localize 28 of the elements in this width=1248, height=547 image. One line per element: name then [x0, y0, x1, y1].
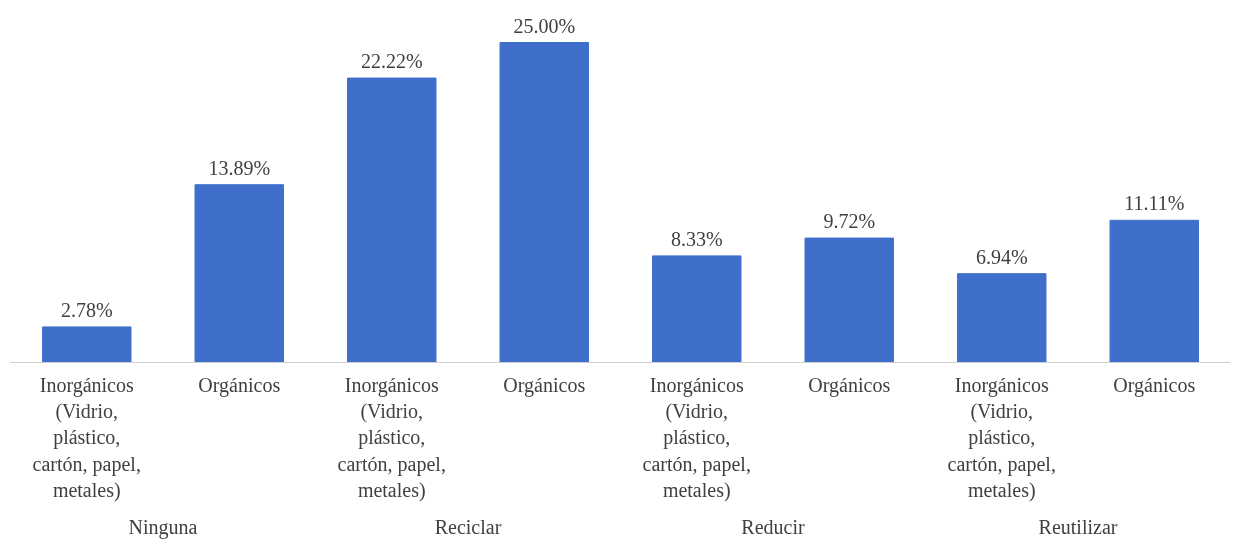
- x-tick-label: Orgánicos: [503, 373, 586, 397]
- bar: [42, 326, 132, 363]
- text: Reciclar: [434, 515, 502, 538]
- data-label: 25.00%: [513, 14, 576, 37]
- bar: [652, 255, 742, 363]
- x-tick-label: Orgánicos: [198, 373, 281, 397]
- x-tick-label: Inorgánicos (Vidrio, plástico, cartón, papel, metales): [642, 373, 751, 503]
- data-label: 8.33%: [670, 227, 723, 250]
- text: Reducir: [741, 515, 805, 538]
- data-label: 9.72%: [823, 210, 876, 233]
- text: Ninguna: [128, 515, 198, 539]
- data-label: 11.11%: [1124, 192, 1185, 215]
- bar: [499, 42, 589, 363]
- x-tick-label: Inorgánicos (Vidrio, plástico, cartón, papel, metales): [337, 373, 446, 503]
- data-label: 6.94%: [975, 245, 1028, 268]
- data-label: 2.78%: [60, 298, 113, 321]
- data-label: 22.22%: [360, 50, 423, 73]
- bar: [957, 273, 1047, 363]
- bar: [347, 77, 437, 363]
- bar: [194, 184, 284, 363]
- x-tick-label: Inorgánicos (Vidrio, plástico, cartón, papel, metales): [947, 373, 1056, 503]
- data-label: 13.89%: [208, 156, 271, 179]
- x-tick-label: Orgánicos: [1113, 373, 1196, 397]
- bar: [804, 237, 894, 363]
- x-tick-label: Orgánicos: [808, 373, 891, 397]
- x-tick-label: Inorgánicos (Vidrio, plástico, cartón, papel, metales): [32, 373, 141, 503]
- bar: [1109, 219, 1199, 363]
- text: Reutilizar: [1038, 515, 1118, 538]
